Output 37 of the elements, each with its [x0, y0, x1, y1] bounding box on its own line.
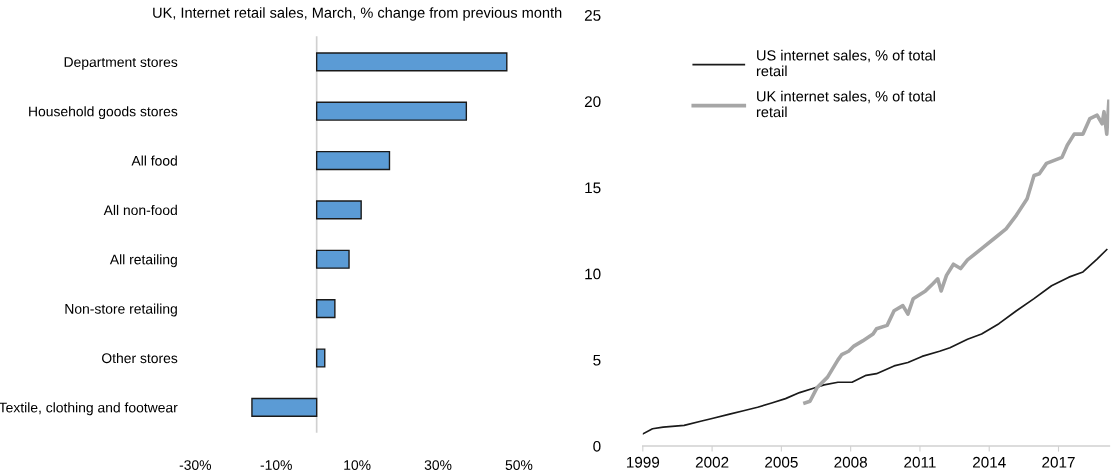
y-tick-label: 15 [585, 182, 601, 194]
bar [315, 299, 336, 319]
bar [315, 101, 468, 121]
x-tick-label: -30% [179, 460, 212, 470]
bar [315, 200, 362, 220]
chart-title: UK, Internet retail sales, March, % change from previous month [153, 7, 562, 21]
bar [315, 150, 391, 171]
x-tick-label: 1999 [626, 456, 660, 468]
bar [251, 397, 318, 417]
x-tick-label: 2005 [765, 456, 798, 468]
legend-label: UK internet sales, % of total retail [756, 90, 935, 118]
x-tick-label: 10% [344, 460, 371, 470]
bar [315, 249, 350, 269]
bar [315, 52, 508, 72]
legend-label: US internet sales, % of total retail [756, 49, 935, 77]
line-series [642, 248, 1108, 435]
x-tick-label: 2002 [695, 456, 729, 468]
bar [315, 348, 326, 368]
y-tick-label: All non-food [103, 204, 177, 216]
y-tick-label: All retailing [109, 254, 177, 268]
y-tick-label: 0 [593, 440, 601, 452]
y-tick-label: 20 [584, 96, 601, 108]
x-tick-label: 2014 [972, 456, 1006, 468]
y-tick-label: Non-store retailing [65, 303, 177, 317]
y-tick-label: Household goods stores [29, 106, 178, 120]
x-tick-label: 2011 [904, 456, 936, 468]
x-tick-label: -10% [260, 460, 292, 470]
y-tick-label: Other stores [102, 352, 178, 364]
x-tick-label: 2017 [1042, 456, 1075, 468]
x-tick-label: 2008 [834, 456, 867, 468]
y-tick-label: Department stores [64, 57, 178, 70]
x-tick-label: 30% [424, 460, 452, 470]
y-tick-label: 10 [585, 268, 601, 280]
y-tick-label: All food [131, 155, 177, 166]
y-tick-label: 25 [584, 10, 601, 21]
x-tick-label: 50% [505, 460, 533, 470]
y-tick-label: 5 [593, 354, 601, 366]
